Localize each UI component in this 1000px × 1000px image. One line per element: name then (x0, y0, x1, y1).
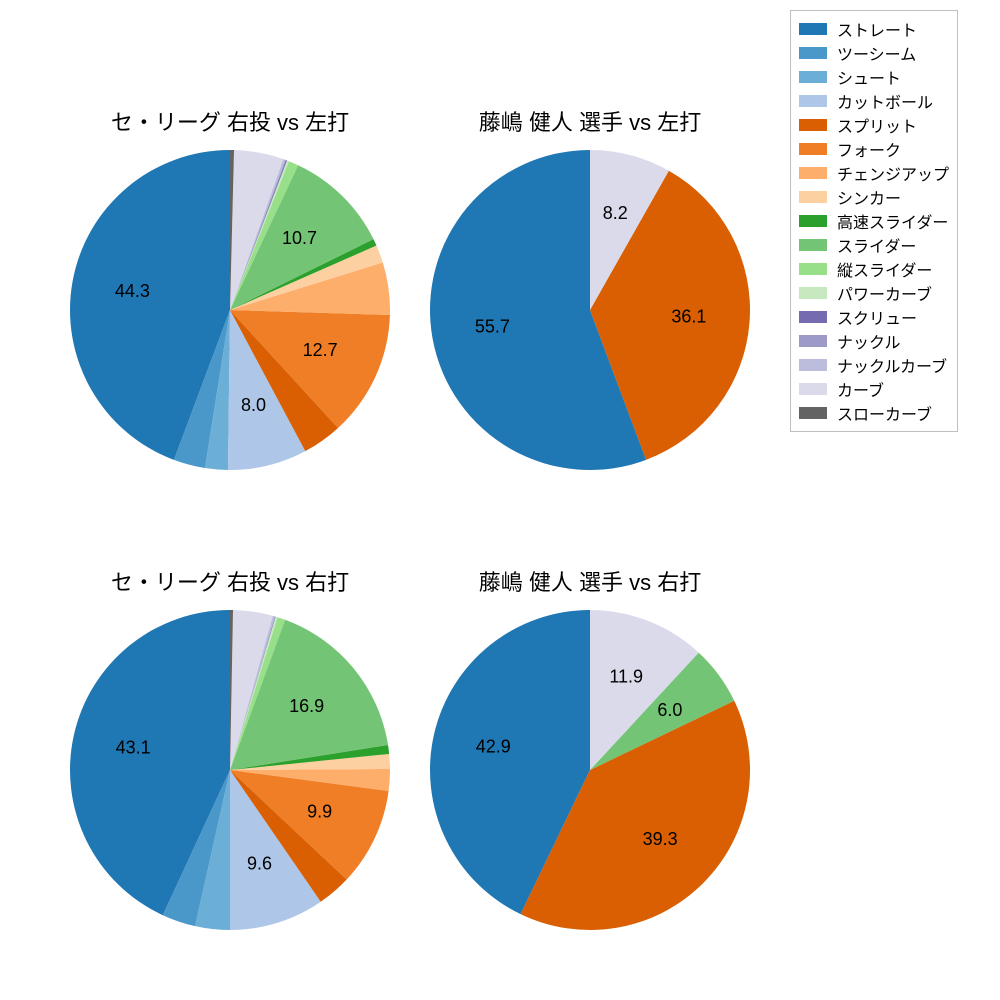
slice-value-label: 43.1 (116, 737, 151, 757)
legend-label: ストレート (837, 17, 917, 41)
legend-item: スライダー (799, 233, 949, 257)
slice-value-label: 42.9 (476, 737, 511, 757)
legend-item: パワーカーブ (799, 281, 949, 305)
slice-value-label: 44.3 (115, 281, 150, 301)
legend-swatch (799, 95, 827, 107)
chart-title: セ・リーグ 右投 vs 左打 (70, 105, 390, 137)
slice-value-label: 9.6 (247, 853, 272, 873)
legend-label: スローカーブ (837, 401, 932, 425)
legend-swatch (799, 119, 827, 131)
legend-label: ツーシーム (837, 41, 916, 65)
legend-label: スプリット (837, 113, 917, 137)
legend-label: スライダー (837, 233, 916, 257)
legend-item: ナックルカーブ (799, 353, 949, 377)
legend-item: 高速スライダー (799, 209, 949, 233)
slice-value-label: 39.3 (643, 829, 678, 849)
slice-value-label: 55.7 (475, 316, 510, 336)
legend-item: 縦スライダー (799, 257, 949, 281)
slice-value-label: 10.7 (282, 228, 317, 248)
legend-item: シュート (799, 65, 949, 89)
legend-swatch (799, 311, 827, 323)
legend-item: フォーク (799, 137, 949, 161)
slice-value-label: 9.9 (307, 801, 332, 821)
legend: ストレートツーシームシュートカットボールスプリットフォークチェンジアップシンカー… (790, 10, 958, 432)
legend-item: カーブ (799, 377, 949, 401)
pie-chart: 42.9 39.3 6.0 11.9 (430, 610, 750, 930)
legend-label: シンカー (837, 185, 901, 209)
legend-swatch (799, 71, 827, 83)
legend-swatch (799, 263, 827, 275)
legend-swatch (799, 287, 827, 299)
legend-label: ナックルカーブ (837, 353, 947, 377)
legend-swatch (799, 383, 827, 395)
legend-label: 高速スライダー (837, 209, 948, 233)
chart-grid: セ・リーグ 右投 vs 左打 44.3 8.0 12.7 10.7 藤嶋 健人 選手 vs… (0, 0, 1000, 1000)
legend-label: パワーカーブ (837, 281, 932, 305)
pie-chart: 55.7 36.1 8.2 (430, 150, 750, 470)
legend-swatch (799, 407, 827, 419)
legend-item: カットボール (799, 89, 949, 113)
legend-item: シンカー (799, 185, 949, 209)
legend-swatch (799, 191, 827, 203)
legend-swatch (799, 335, 827, 347)
legend-swatch (799, 143, 827, 155)
legend-swatch (799, 23, 827, 35)
legend-label: シュート (837, 65, 901, 89)
chart-title: 藤嶋 健人 選手 vs 右打 (430, 565, 750, 597)
slice-value-label: 6.0 (657, 700, 682, 720)
chart-title: セ・リーグ 右投 vs 右打 (70, 565, 390, 597)
legend-item: ナックル (799, 329, 949, 353)
legend-item: ストレート (799, 17, 949, 41)
legend-label: カットボール (837, 89, 933, 113)
pie-chart: 43.1 9.6 9.9 16.9 (70, 610, 390, 930)
legend-swatch (799, 239, 827, 251)
slice-value-label: 16.9 (289, 696, 324, 716)
legend-swatch (799, 215, 827, 227)
legend-item: スプリット (799, 113, 949, 137)
pie-chart: 44.3 8.0 12.7 10.7 (70, 150, 390, 470)
slice-value-label: 8.2 (603, 203, 628, 223)
slice-value-label: 11.9 (609, 666, 643, 686)
legend-label: スクリュー (837, 305, 917, 329)
legend-label: フォーク (837, 137, 901, 161)
legend-item: チェンジアップ (799, 161, 949, 185)
legend-item: スローカーブ (799, 401, 949, 425)
legend-swatch (799, 167, 827, 179)
slice-value-label: 12.7 (303, 340, 338, 360)
legend-label: カーブ (837, 377, 884, 401)
legend-swatch (799, 47, 827, 59)
legend-label: 縦スライダー (837, 257, 932, 281)
legend-item: スクリュー (799, 305, 949, 329)
legend-swatch (799, 359, 827, 371)
legend-label: チェンジアップ (837, 161, 949, 185)
legend-label: ナックル (837, 329, 901, 353)
chart-title: 藤嶋 健人 選手 vs 左打 (430, 105, 750, 137)
slice-value-label: 36.1 (671, 307, 706, 327)
legend-item: ツーシーム (799, 41, 949, 65)
slice-value-label: 8.0 (241, 395, 266, 415)
